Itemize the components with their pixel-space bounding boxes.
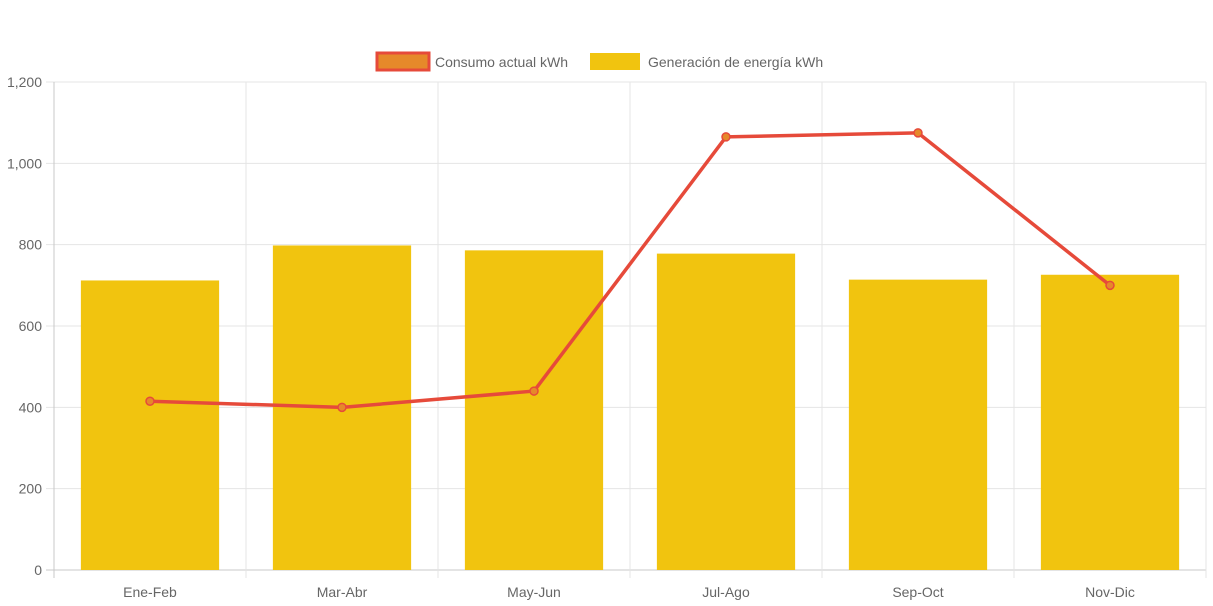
point-may-jun[interactable] <box>529 386 539 396</box>
x-tick-label: Nov-Dic <box>1085 584 1135 600</box>
bar-jul-ago[interactable] <box>656 253 796 570</box>
x-axis: Ene-Feb Mar-Abr May-Jun Jul-Ago Sep-Oct Nov-D… <box>123 584 1135 600</box>
x-tick-label: May-Jun <box>507 584 561 600</box>
y-tick-label: 800 <box>19 237 43 253</box>
legend-swatch-generacion[interactable] <box>590 53 640 70</box>
y-tick-label: 1,200 <box>7 74 42 90</box>
point-jul-ago[interactable] <box>721 132 731 142</box>
legend-label-consumo[interactable]: Consumo actual kWh <box>435 54 568 70</box>
x-tick-label: Mar-Abr <box>317 584 368 600</box>
y-tick-label: 600 <box>19 318 43 334</box>
point-nov-dic[interactable] <box>1105 280 1115 291</box>
y-tick-label: 400 <box>19 399 43 415</box>
x-tick-label: Ene-Feb <box>123 584 177 600</box>
legend-swatch-consumo[interactable] <box>375 51 431 72</box>
bar-series <box>80 245 1180 571</box>
x-tick-label: Sep-Oct <box>892 584 943 600</box>
y-tick-label: 1,000 <box>7 155 42 171</box>
bar-may-jun[interactable] <box>464 250 604 571</box>
point-sep-oct[interactable] <box>913 128 923 138</box>
bar-nov-dic[interactable] <box>1040 274 1180 570</box>
y-tick-label: 200 <box>19 481 43 497</box>
grid <box>46 81 1207 578</box>
legend: Consumo actual kWh Generación de energía… <box>375 51 823 72</box>
legend-label-generacion[interactable]: Generación de energía kWh <box>648 54 823 70</box>
x-tick-label: Jul-Ago <box>702 584 750 600</box>
point-mar-abr[interactable] <box>337 402 347 413</box>
y-axis: 0 200 400 600 800 1,000 1,200 <box>7 74 42 578</box>
y-tick-label: 0 <box>34 562 42 578</box>
consumo-line <box>149 131 1112 410</box>
bar-ene-feb[interactable] <box>80 280 220 570</box>
point-ene-feb[interactable] <box>145 396 155 406</box>
bar-sep-oct[interactable] <box>848 279 988 570</box>
line-series <box>145 128 1115 413</box>
